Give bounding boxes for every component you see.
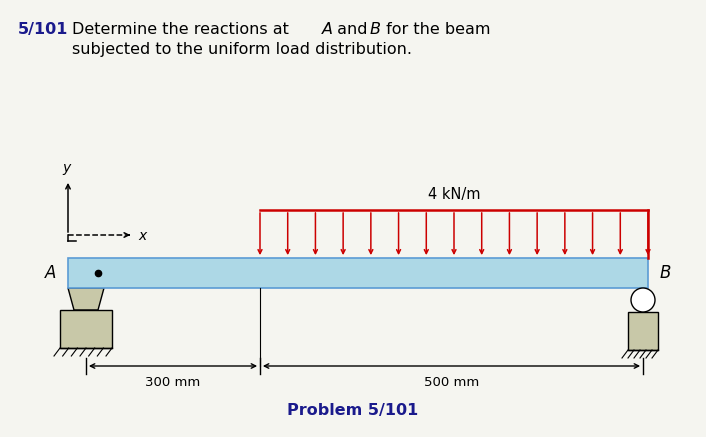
Bar [68,258,648,288]
Text: and: and [332,22,373,37]
Text: B: B [660,264,671,282]
Bar [60,310,112,348]
Text: Determine the reactions at: Determine the reactions at [72,22,294,37]
Text: 5/101: 5/101 [18,22,68,37]
Circle shape [631,288,655,312]
Text: 4 kN/m: 4 kN/m [428,187,480,202]
Text: y: y [62,161,70,175]
Text: A: A [322,22,333,37]
Text: A: A [44,264,56,282]
Text: x: x [138,229,146,243]
Polygon shape [68,288,104,310]
Text: Problem 5/101: Problem 5/101 [287,403,419,418]
Text: 500 mm: 500 mm [424,376,479,389]
Text: subjected to the uniform load distribution.: subjected to the uniform load distributi… [72,42,412,57]
Text: for the beam: for the beam [381,22,491,37]
Bar [628,312,658,350]
Text: 300 mm: 300 mm [145,376,201,389]
Text: B: B [370,22,381,37]
